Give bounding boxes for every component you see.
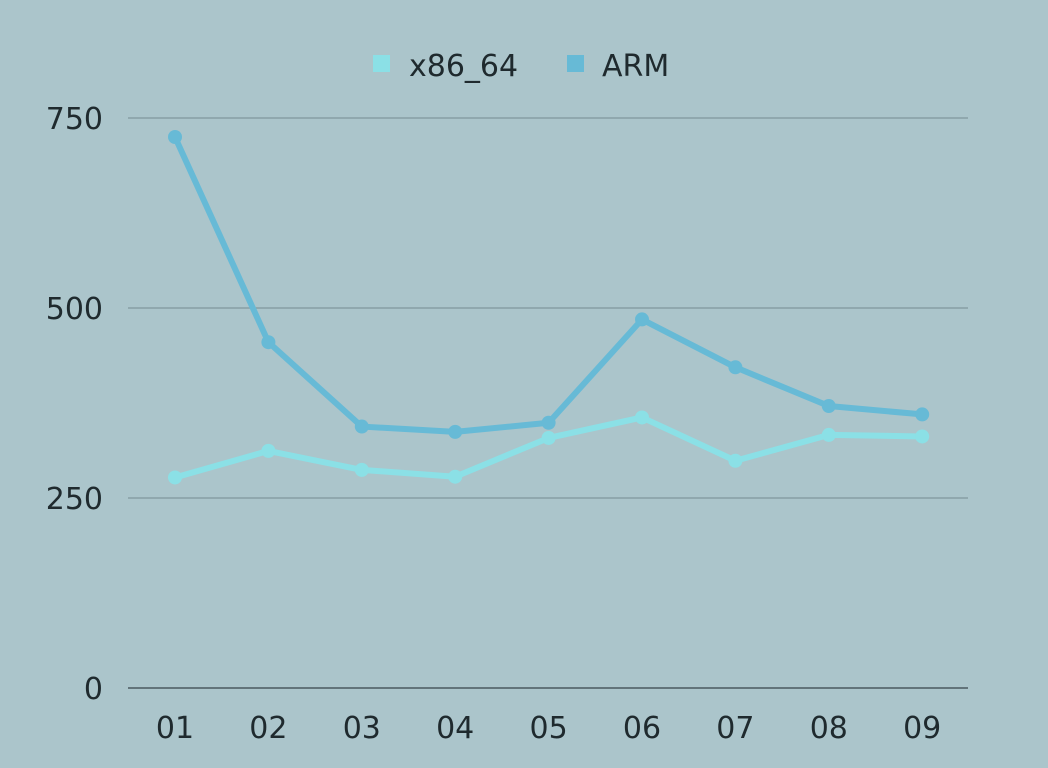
x-tick-label: 09 [903, 711, 941, 746]
x-tick-label: 07 [716, 711, 754, 746]
data-point [915, 407, 930, 422]
data-point [915, 429, 930, 444]
data-point [354, 419, 369, 434]
legend-item: x86_64 [373, 49, 518, 84]
y-tick-label: 750 [46, 102, 103, 137]
data-point [261, 335, 276, 350]
series-x86-64 [168, 410, 930, 485]
data-point [448, 469, 463, 484]
data-point [448, 424, 463, 439]
y-tick-label: 0 [84, 672, 103, 707]
x-tick-label: 04 [436, 711, 474, 746]
x-tick-label: 05 [530, 711, 568, 746]
data-point [541, 430, 556, 445]
y-tick-label: 500 [46, 292, 103, 327]
series-line [172, 134, 926, 435]
data-point [728, 453, 743, 468]
legend-swatch [373, 55, 390, 72]
data-point [541, 415, 556, 430]
data-point [261, 443, 276, 458]
data-point [635, 410, 649, 425]
series-arm [168, 130, 930, 439]
y-axis: 0 250 500 750 [46, 102, 103, 707]
data-point [728, 360, 743, 375]
legend-swatch [567, 55, 584, 72]
x-tick-label: 01 [156, 711, 194, 746]
legend-label: ARM [602, 49, 669, 84]
data-point [821, 399, 836, 414]
x-tick-label: 08 [810, 711, 848, 746]
legend: x86_64 ARM [373, 49, 669, 84]
x-tick-label: 06 [623, 711, 661, 746]
legend-item: ARM [567, 49, 669, 84]
x-tick-label: 03 [343, 711, 381, 746]
data-point [821, 427, 836, 442]
grid-lines [128, 117, 968, 689]
y-tick-label: 250 [46, 482, 103, 517]
legend-label: x86_64 [409, 49, 518, 84]
x-tick-label: 02 [249, 711, 287, 746]
data-point [354, 462, 369, 477]
x-axis: 01 02 03 04 05 06 07 08 09 [156, 711, 941, 746]
data-point [168, 130, 182, 144]
data-point [635, 312, 649, 327]
data-point [168, 470, 182, 485]
series-group [168, 130, 930, 485]
